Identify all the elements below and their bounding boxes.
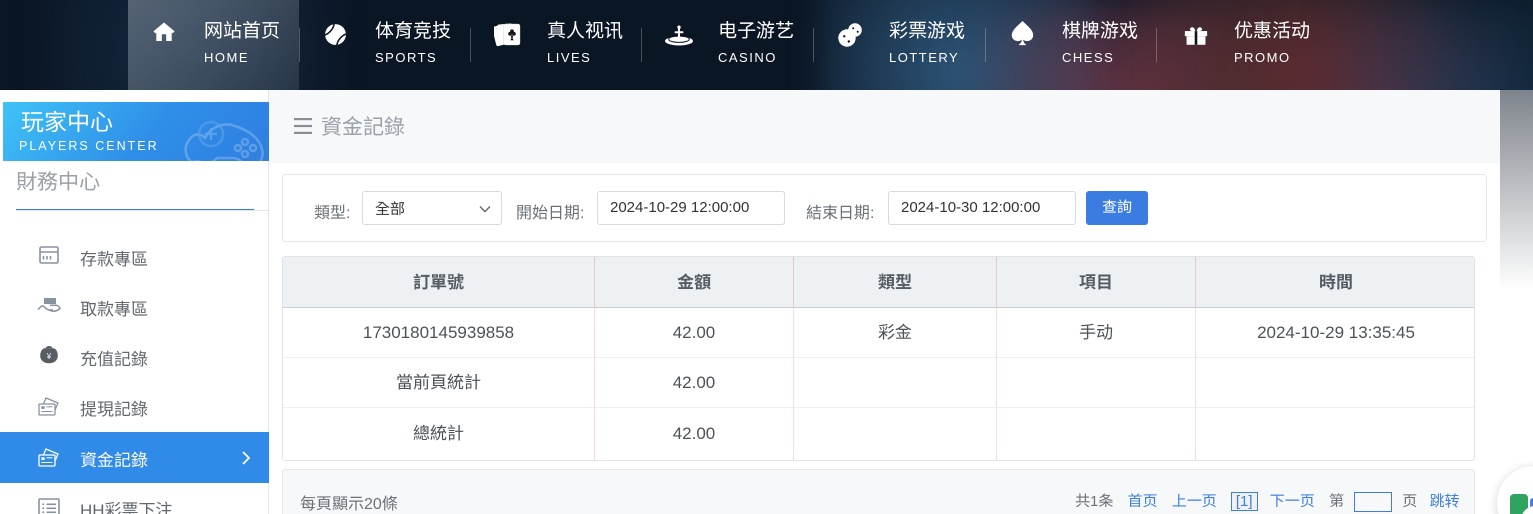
svg-text:¥: ¥ [46, 352, 52, 361]
